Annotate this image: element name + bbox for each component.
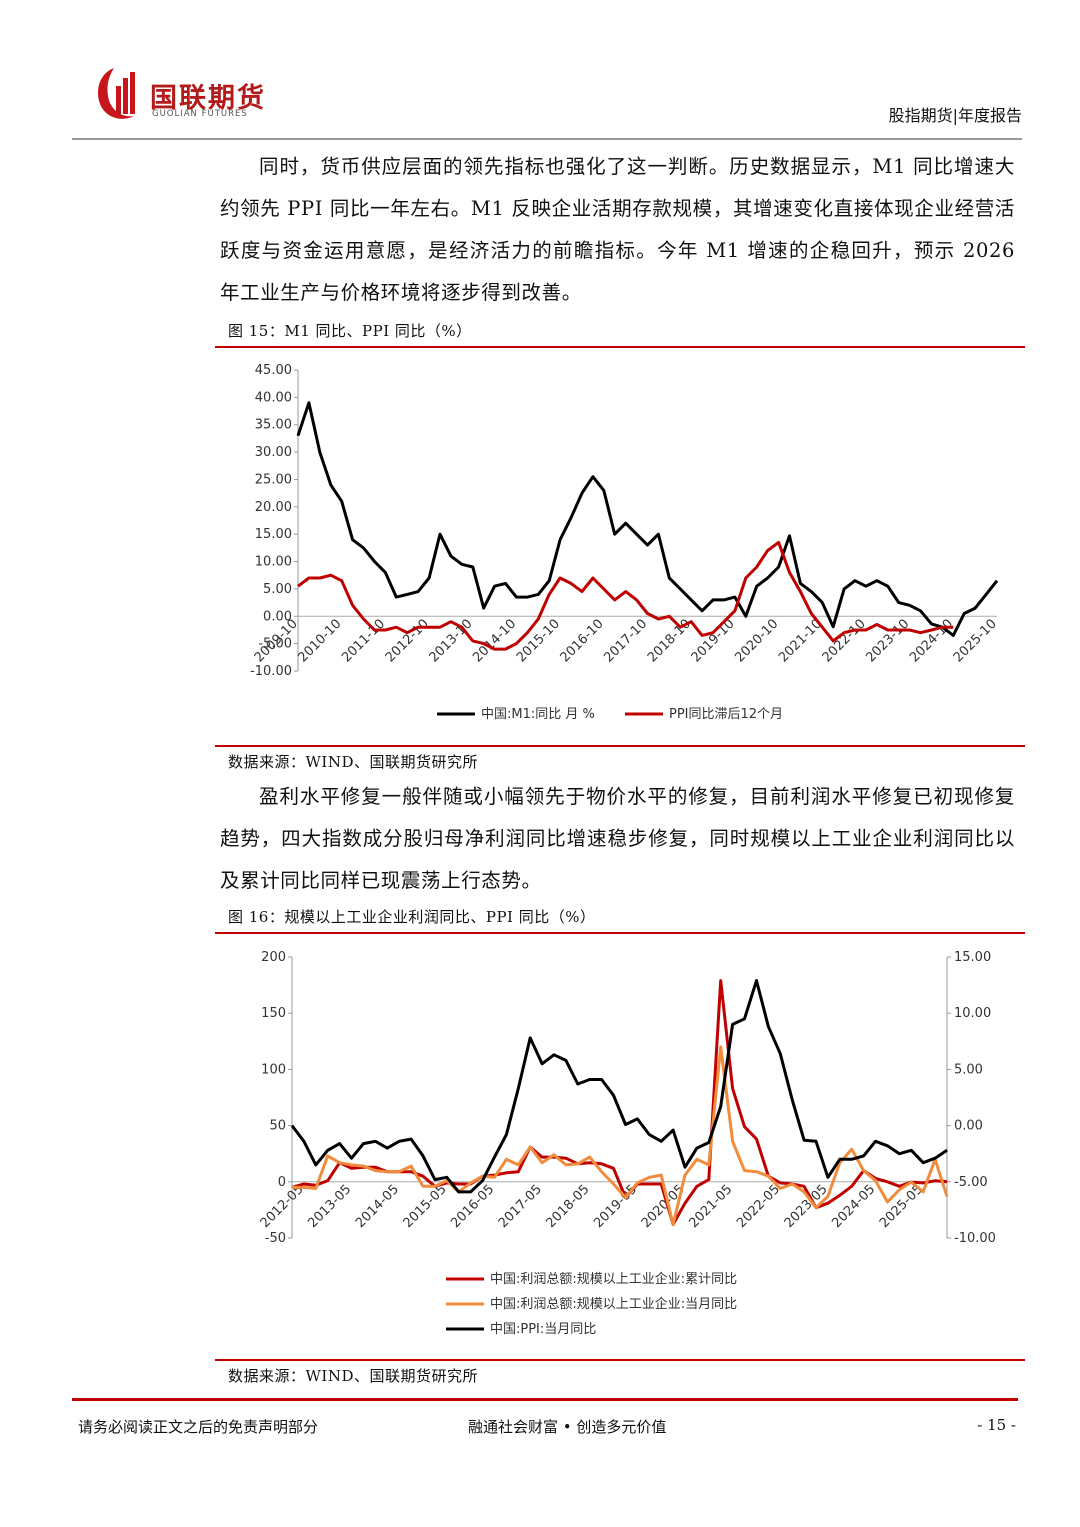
figure-rule xyxy=(215,745,1025,747)
x-tick-label: 2022-05 xyxy=(734,1182,783,1231)
x-tick-label: 2015-05 xyxy=(401,1182,450,1231)
x-tick-label: 2012-10 xyxy=(383,616,432,665)
x-tick-label: 2015-10 xyxy=(514,616,563,665)
y2-tick-label: 15.00 xyxy=(954,950,991,965)
y-tick-label: 150 xyxy=(261,1006,286,1021)
figure-rule xyxy=(215,346,1025,348)
y2-tick-label: -10.00 xyxy=(954,1231,996,1246)
x-tick-label: 2017-10 xyxy=(601,616,650,665)
figure-rule xyxy=(215,1359,1025,1361)
legend-label: 中国:M1:同比 月 % xyxy=(481,707,595,722)
legend-label: PPI同比滞后12个月 xyxy=(669,707,783,722)
series-line xyxy=(296,401,999,637)
logo xyxy=(98,68,135,119)
x-tick-label: 2019-10 xyxy=(689,616,738,665)
y2-tick-label: -5.00 xyxy=(954,1175,988,1190)
y-tick-label: 45.00 xyxy=(255,363,292,378)
y-tick-label: 40.00 xyxy=(255,390,292,405)
figure-source: 数据来源：WIND、国联期货研究所 xyxy=(228,753,478,771)
report-type: 股指期货|年度报告 xyxy=(888,106,1022,125)
x-tick-label: 2023-10 xyxy=(863,616,912,665)
footer-slogan: 融通社会财富 • 创造多元价值 xyxy=(468,1418,667,1436)
y2-tick-label: 0.00 xyxy=(954,1119,983,1134)
series-line xyxy=(290,979,948,1194)
legend-label: 中国:利润总额:规模以上工业企业:当月同比 xyxy=(490,1296,737,1312)
y-tick-label: 35.00 xyxy=(255,418,292,433)
y-tick-label: 50 xyxy=(269,1119,286,1134)
y-tick-label: 10.00 xyxy=(255,555,292,570)
figure-caption: 图 16：规模以上工业企业利润同比、PPI 同比（%） xyxy=(228,908,596,926)
x-tick-label: 2022-10 xyxy=(820,616,869,665)
y-tick-label: -50 xyxy=(265,1231,286,1246)
series-line xyxy=(292,1045,949,1226)
x-tick-label: 2010-10 xyxy=(295,616,344,665)
chart: -10.00 -5.00 0.00 5.00 10.00 15.00 20.00 25.00 3… xyxy=(250,363,1000,722)
figure-source: 数据来源：WIND、国联期货研究所 xyxy=(228,1367,478,1385)
x-tick-label: 2017-05 xyxy=(496,1182,545,1231)
x-tick-label: 2020-10 xyxy=(732,616,781,665)
page-number: - 15 - xyxy=(977,1416,1016,1434)
y-tick-label: 30.00 xyxy=(255,445,292,460)
x-tick-label: 2018-05 xyxy=(544,1182,593,1231)
chart: -50 0 50 100 150 200 -10.00 -5.00 0.00 5.00 10.00 1… xyxy=(258,950,996,1337)
y-tick-label: 0 xyxy=(278,1175,286,1190)
brand-en: GUOLIAN FUTURES xyxy=(152,109,248,119)
figure-caption: 图 15：M1 同比、PPI 同比（%） xyxy=(228,322,472,340)
legend-label: 中国:利润总额:规模以上工业企业:累计同比 xyxy=(490,1271,737,1287)
x-tick-label: 2024-05 xyxy=(829,1182,878,1231)
y-tick-label: 200 xyxy=(261,950,286,965)
paragraph: 同时，货币供应层面的领先指标也强化了这一判断。历史数据显示，M1 同比增速大约领… xyxy=(220,155,1015,304)
brand: 国联期货 xyxy=(150,83,266,114)
y2-tick-label: 5.00 xyxy=(954,1062,983,1077)
y2-tick-label: 10.00 xyxy=(954,1006,991,1021)
y-tick-label: 5.00 xyxy=(263,582,292,597)
header-rule xyxy=(72,138,1022,140)
y-tick-label: 0.00 xyxy=(263,609,292,624)
legend-label: 中国:PPI:当月同比 xyxy=(490,1322,596,1337)
y-tick-label: -10.00 xyxy=(250,664,292,679)
y-tick-label: 25.00 xyxy=(255,472,292,487)
y-tick-label: 100 xyxy=(261,1062,286,1077)
x-tick-label: 2011-10 xyxy=(339,616,388,665)
y-tick-label: 20.00 xyxy=(255,500,292,515)
y-tick-label: -5.00 xyxy=(258,637,292,652)
x-tick-label: 2016-10 xyxy=(558,616,607,665)
footer-rule xyxy=(72,1398,1018,1401)
paragraph: 盈利水平修复一般伴随或小幅领先于物价水平的修复，目前利润水平修复已初现修复趋势，… xyxy=(220,785,1015,892)
x-tick-label: 2013-10 xyxy=(427,616,476,665)
y-tick-label: 15.00 xyxy=(255,527,292,542)
footer-disclaimer: 请务必阅读正文之后的免责声明部分 xyxy=(78,1418,319,1436)
series-line xyxy=(297,540,954,651)
figure-rule xyxy=(215,932,1025,934)
x-tick-label: 2014-05 xyxy=(353,1182,402,1231)
